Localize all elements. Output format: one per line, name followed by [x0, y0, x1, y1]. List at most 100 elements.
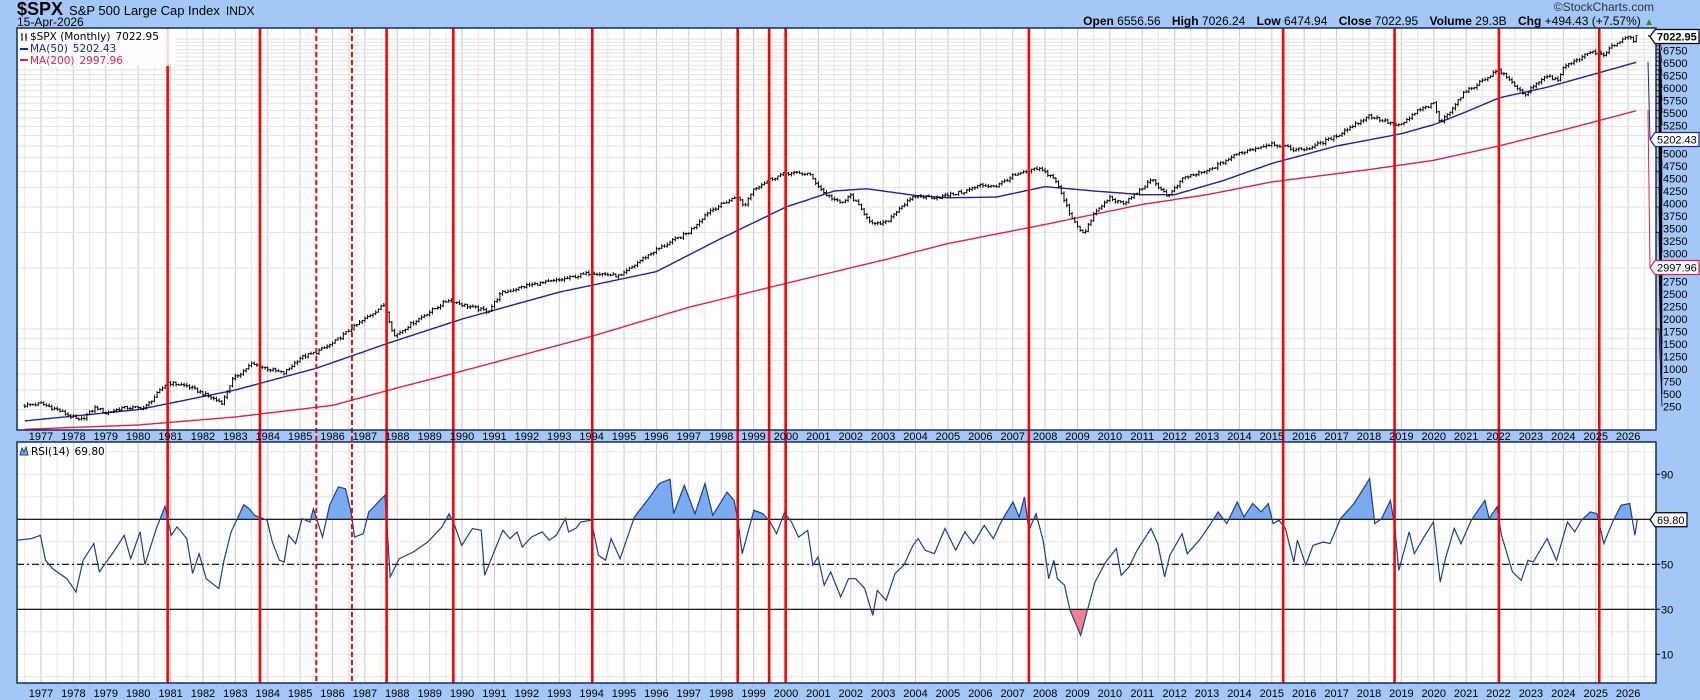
price-bar [1473, 86, 1476, 90]
x-tick-label: 2017 [1324, 688, 1348, 700]
price-panel [17, 28, 1656, 430]
price-bar [1535, 82, 1538, 89]
price-bar [441, 300, 445, 308]
price-bar [1051, 173, 1055, 179]
price-bar [466, 303, 469, 309]
x-tick-label: 2007 [1000, 431, 1024, 443]
price-bar [1624, 36, 1627, 40]
price-bar [530, 282, 534, 288]
price-bar [77, 417, 81, 421]
x-tick-label: 2019 [1389, 431, 1413, 443]
x-tick-label: 2001 [806, 688, 830, 700]
ma50-value-tag-box [1649, 131, 1700, 148]
y-tick-label: 10 [1661, 649, 1673, 661]
x-tick-label: 1984 [255, 431, 279, 443]
price-bar [1168, 193, 1171, 198]
x-tick-label: 2023 [1519, 431, 1543, 443]
x-tick-label: 1980 [126, 688, 150, 700]
y-tick [1656, 48, 1663, 89]
price-bar [679, 236, 682, 239]
price-bar [552, 278, 556, 282]
price-bar [406, 325, 410, 331]
x-tick-label: 2022 [1486, 431, 1510, 443]
price-bar [1157, 182, 1160, 190]
price-bar [342, 332, 345, 340]
x-tick-label: 1993 [547, 688, 571, 700]
price-bar [468, 304, 472, 309]
price-bar [180, 382, 183, 386]
price-bar [1300, 147, 1303, 151]
price-bar [1375, 115, 1379, 120]
price-bar [1192, 173, 1195, 176]
x-tick-label: 2015 [1260, 431, 1284, 443]
price-bar [309, 351, 313, 355]
price-bar [1481, 78, 1484, 83]
y-tick [1656, 328, 1663, 407]
price-bar [320, 346, 323, 351]
price-bar [142, 406, 145, 411]
price-bar [1548, 74, 1552, 78]
price-bar [738, 196, 742, 201]
price-bar [957, 190, 960, 196]
x-tick-label: 2000 [774, 688, 798, 700]
price-bar [107, 410, 110, 416]
price-bar [344, 331, 348, 335]
price-bar [1165, 189, 1168, 197]
price-bar [371, 313, 375, 318]
price-bar [1386, 118, 1390, 124]
price-bar [1354, 121, 1357, 128]
price-bar [1205, 169, 1209, 175]
y-tick-label: 6250 [1663, 71, 1687, 83]
y-tick [1656, 56, 1663, 114]
price-bar [128, 406, 132, 410]
x-tick-label: 1994 [579, 688, 603, 700]
price-bar [136, 405, 140, 410]
price-bar [571, 275, 574, 278]
price-bar [860, 203, 863, 211]
area-chart-icon [19, 445, 29, 456]
x-tick-label: 2009 [1065, 688, 1089, 700]
x-tick-label: 2019 [1389, 688, 1413, 700]
price-bar [369, 314, 372, 318]
price-bar [501, 290, 504, 296]
price-bar [1213, 167, 1217, 169]
price-bar [625, 268, 628, 275]
price-bar [293, 360, 296, 368]
price-bar [1124, 200, 1128, 206]
axes: 1977 1977 1978 1978 1979 1979 1980 1980 1981 1981… [29, 38, 1687, 700]
y-tick-label: 3750 [1663, 211, 1687, 223]
price-bar [1416, 109, 1419, 115]
price-bar [1211, 167, 1214, 171]
x-tick-label: 2014 [1227, 431, 1251, 443]
price-bar [134, 405, 137, 408]
price-bar [690, 227, 693, 235]
price-bar [809, 172, 812, 176]
price-bar [436, 305, 440, 310]
price-bar [482, 306, 485, 311]
price-bar [1227, 157, 1230, 162]
price-bar [317, 348, 321, 355]
price-bar [1224, 159, 1228, 166]
price-bar [1467, 87, 1471, 93]
price-bar [185, 383, 189, 388]
price-bar [671, 238, 674, 245]
price-bar [1532, 84, 1535, 89]
price-bar [898, 206, 901, 213]
price-bar [1076, 221, 1079, 229]
price-bar [773, 177, 777, 181]
price-bar [1057, 180, 1060, 188]
x-tick-label: 2007 [1000, 688, 1024, 700]
price-bar [647, 254, 650, 260]
price-bar [96, 405, 99, 411]
price-bar [1011, 173, 1014, 180]
x-tick-label: 2008 [1033, 688, 1057, 700]
y-tick-label: 2000 [1663, 314, 1687, 326]
price-bar [1572, 58, 1576, 66]
price-bar [1173, 185, 1176, 193]
y-tick-label: 90 [1661, 469, 1673, 481]
open-label: Open [1083, 14, 1114, 28]
price-bar [1464, 89, 1468, 93]
x-tick-label: 2025 [1583, 688, 1607, 700]
ma200-value-tag-leader [1647, 110, 1651, 268]
price-bar [568, 275, 572, 281]
